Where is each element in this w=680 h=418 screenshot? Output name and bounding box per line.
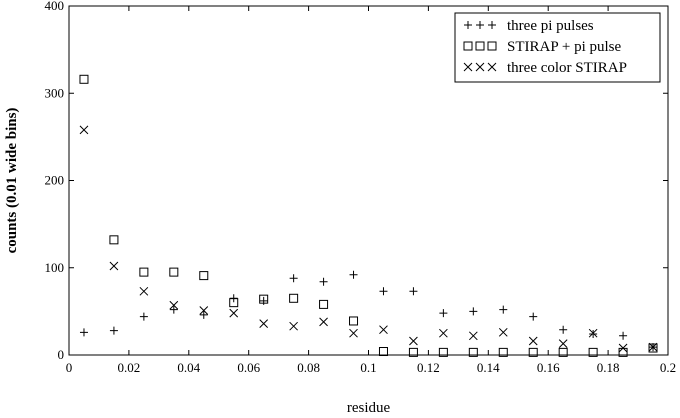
legend: three pi pulses STIRAP + pi pulse three co… (454, 12, 661, 83)
data-point-x (648, 342, 658, 352)
x-tick-label: 0.04 (177, 360, 200, 375)
data-point-plus (139, 312, 148, 321)
data-point-x (349, 328, 358, 338)
data-point-square (169, 267, 179, 277)
data-point-square (648, 343, 658, 353)
data-point-plus (289, 274, 298, 283)
axis-ticks: 0 0.02 0.04 0.06 0.08 0.1 0.12 0.14 0.16 0.18 0.2 0… (45, 0, 677, 375)
legend-label: STIRAP + pi pulse (507, 39, 622, 55)
legend-marker-square (463, 41, 473, 51)
data-point-square (588, 347, 598, 357)
data-point-plus (469, 307, 478, 316)
data-point-square (229, 298, 239, 308)
data-point-square (259, 294, 269, 304)
data-point-x (498, 327, 508, 337)
data-point-plus (259, 296, 268, 305)
data-point-plus (559, 325, 568, 334)
data-point-square (199, 271, 209, 281)
data-point-plus (169, 305, 178, 314)
data-point-square (378, 347, 388, 357)
data-point-plus (589, 330, 598, 339)
x-tick-label: 0.18 (597, 360, 620, 375)
data-point-x (109, 261, 119, 271)
y-tick-label: 100 (45, 260, 65, 275)
data-point-plus (619, 331, 628, 340)
data-point-square (558, 347, 568, 357)
x-tick-label: 0.06 (237, 360, 260, 375)
data-point-x (618, 343, 628, 353)
x-tick-label: 0.1 (360, 360, 376, 375)
plot-marks (79, 74, 658, 357)
data-point-plus (79, 328, 88, 337)
data-point-plus (439, 309, 448, 318)
x-tick-label: 0.08 (297, 360, 320, 375)
data-point-square (528, 347, 538, 357)
y-tick-label: 200 (45, 173, 65, 188)
data-point-x (588, 328, 598, 338)
data-point-x (229, 308, 239, 318)
data-point-square (468, 347, 478, 357)
data-point-square (289, 293, 299, 303)
data-point-square (438, 347, 448, 357)
data-point-plus (109, 326, 118, 335)
x-tick-label: 0.16 (537, 360, 560, 375)
legend-marker-square (475, 41, 485, 51)
x-tick-label: 0.02 (118, 360, 141, 375)
x-tick-label: 0.14 (477, 360, 500, 375)
legend-marker-plus (476, 21, 484, 29)
x-tick-label: 0 (66, 360, 73, 375)
data-point-x (139, 286, 149, 296)
data-point-x (409, 336, 418, 346)
x-axis-title: residue (347, 400, 391, 416)
data-point-plus (379, 287, 388, 296)
series-square (79, 74, 658, 357)
data-point-x (289, 321, 298, 331)
x-tick-label: 0.12 (417, 360, 440, 375)
legend-marker-square (487, 41, 497, 51)
data-point-square (349, 316, 359, 326)
legend-label: three pi pulses (507, 18, 594, 34)
legend-marker-x (487, 62, 497, 72)
legend-marker-x (475, 62, 485, 72)
y-tick-label: 300 (45, 85, 65, 100)
data-point-x (439, 328, 448, 338)
legend-marker-plus (464, 21, 472, 29)
data-point-x (468, 331, 478, 341)
data-point-square (498, 347, 508, 357)
data-point-square (408, 347, 418, 357)
legend-marker-plus (488, 21, 496, 29)
data-point-x (169, 300, 179, 310)
data-point-x (379, 325, 388, 335)
series-x (79, 125, 658, 353)
y-tick-label: 0 (58, 347, 65, 362)
data-point-plus (499, 305, 508, 314)
y-axis-title: counts (0.01 wide bins) (4, 108, 20, 254)
data-point-plus (319, 277, 328, 286)
legend-label: three color STIRAP (507, 60, 627, 76)
data-point-x (79, 125, 89, 135)
data-point-square (79, 74, 89, 84)
series-plus (79, 270, 658, 352)
data-point-square (109, 235, 119, 245)
y-tick-label: 400 (45, 0, 65, 13)
data-point-plus (349, 270, 358, 279)
x-tick-label: 0.2 (660, 360, 676, 375)
legend-marker-x (463, 62, 473, 72)
data-point-plus (529, 312, 538, 321)
data-point-square (139, 267, 149, 277)
data-point-x (558, 339, 568, 349)
data-point-plus (409, 287, 418, 296)
data-point-plus (199, 310, 208, 319)
data-point-x (199, 306, 209, 315)
data-point-x (259, 319, 269, 328)
data-point-x (528, 336, 538, 346)
data-point-x (319, 317, 328, 327)
data-point-square (319, 299, 329, 309)
